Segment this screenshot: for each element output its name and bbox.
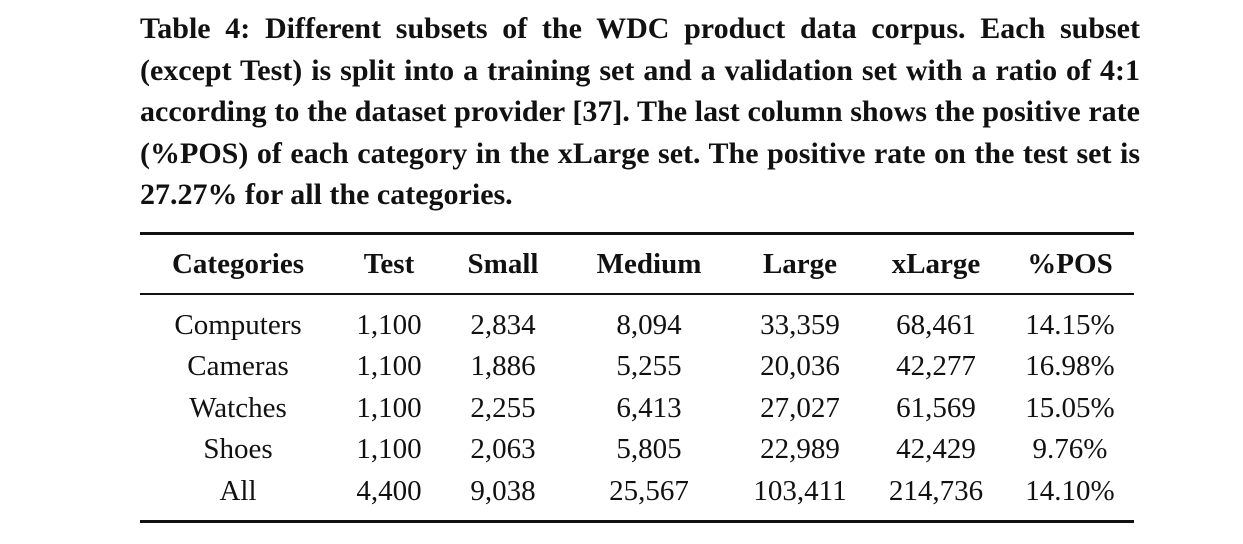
cell-large: 22,989 [760,433,840,466]
header-large: Large [762,247,838,280]
header-categories: Categories [171,247,305,280]
header-pos: %POS [1027,247,1113,280]
table-row: Watches 1,100 2,255 6,413 27,027 61,569 … [140,388,1134,430]
cell-test: 4,400 [356,474,422,507]
cell-medium: 8,094 [616,308,682,341]
cell-xlarge: 68,461 [896,308,976,341]
data-table: Categories Test Small Medium Large xLarg… [140,235,1134,293]
cell-test: 1,100 [356,433,422,466]
cell-pos: 14.15% [1025,308,1115,341]
cell-xlarge: 42,277 [896,350,976,383]
cell-small: 2,834 [470,308,536,341]
cell-large: 20,036 [760,350,840,383]
table-row: All 4,400 9,038 25,567 103,411 214,736 1… [140,471,1134,521]
caption-text: Different subsets of the WDC product dat… [140,12,1140,211]
cell-large: 33,359 [760,308,840,341]
data-table-body: Computers 1,100 2,834 8,094 33,359 68,46… [140,295,1134,521]
cell-pos: 14.10% [1025,474,1115,507]
cell-medium: 6,413 [616,391,682,424]
cell-xlarge: 61,569 [896,391,976,424]
cell-small: 2,255 [470,391,536,424]
cell-category: Cameras [187,350,289,383]
cell-medium: 5,805 [616,433,682,466]
cell-medium: 5,255 [616,350,682,383]
cell-small: 1,886 [470,350,536,383]
header-xlarge: xLarge [891,247,981,280]
cell-pos: 16.98% [1025,350,1115,383]
cell-small: 9,038 [470,474,536,507]
data-table-container: Categories Test Small Medium Large xLarg… [140,232,1134,523]
bottom-rule [140,520,1134,523]
header-small: Small [467,247,539,280]
header-row: Categories Test Small Medium Large xLarg… [140,235,1134,293]
cell-pos: 15.05% [1025,391,1115,424]
cell-pos: 9.76% [1032,433,1108,466]
cell-large: 103,411 [753,474,847,507]
cell-category: Computers [174,308,302,341]
cell-category: Watches [189,391,287,424]
table-caption: Table 4: Different subsets of the WDC pr… [140,8,1140,216]
cell-test: 1,100 [356,350,422,383]
middle-rule [140,293,1134,295]
header-medium: Medium [596,247,702,280]
cell-category: All [219,474,257,507]
table-row: Shoes 1,100 2,063 5,805 22,989 42,429 9.… [140,429,1134,471]
table-row: Computers 1,100 2,834 8,094 33,359 68,46… [140,295,1134,347]
caption-label: Table 4: [140,12,251,45]
cell-small: 2,063 [470,433,536,466]
top-rule [140,232,1134,235]
cell-test: 1,100 [356,308,422,341]
cell-category: Shoes [203,433,273,466]
table-row: Cameras 1,100 1,886 5,255 20,036 42,277 … [140,346,1134,388]
cell-xlarge: 214,736 [888,474,984,507]
cell-large: 27,027 [760,391,840,424]
cell-xlarge: 42,429 [896,433,976,466]
cell-medium: 25,567 [609,474,689,507]
header-test: Test [363,247,415,280]
cell-test: 1,100 [356,391,422,424]
